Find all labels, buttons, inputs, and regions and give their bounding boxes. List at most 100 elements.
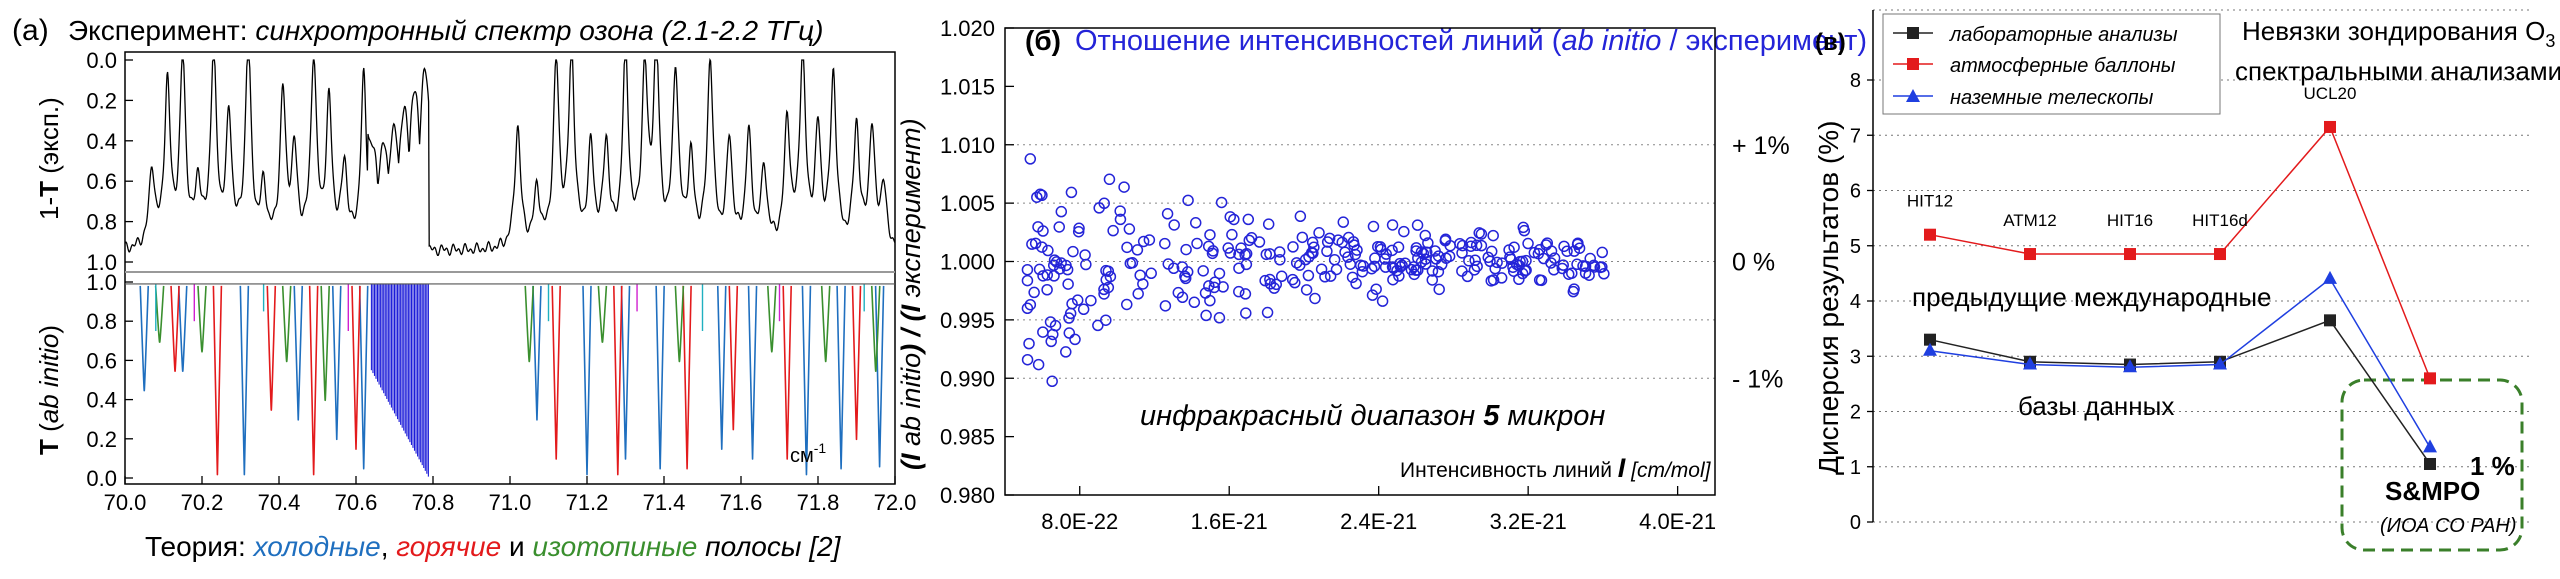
- scatter-point: [1330, 263, 1343, 276]
- theory-line: [197, 285, 207, 353]
- xtick-label: 2.4E-21: [1340, 509, 1417, 534]
- theory-line: [281, 285, 292, 363]
- ytick-label: 0.990: [940, 366, 995, 391]
- scatter-point: [1399, 257, 1411, 269]
- scatter-point: [1533, 274, 1546, 286]
- theory-line: [597, 285, 608, 343]
- theory-line: [358, 285, 369, 470]
- panel-c-title-line1: Невязки зондирования O3: [2242, 16, 2555, 51]
- ytick-label: 0: [1850, 512, 1861, 534]
- scatter-point: [1319, 271, 1331, 283]
- scatter-point: [1024, 153, 1037, 165]
- panel-c-legend: лабораторные анализы атмосферные баллоны…: [1882, 13, 2221, 115]
- scatter-point: [1126, 257, 1139, 269]
- xtick-label: 72.0: [874, 490, 917, 515]
- scatter-point: [1037, 270, 1049, 282]
- point-label: HIT12: [1907, 192, 1953, 211]
- legend-triangle-marker-icon: [1906, 89, 1920, 102]
- scatter-point: [1456, 239, 1469, 252]
- ytick-label: 1.010: [940, 133, 995, 158]
- scatter-point: [1021, 353, 1034, 366]
- legend-item-telescope: наземные телескопы: [1893, 87, 2154, 109]
- scatter-point: [1432, 265, 1445, 278]
- ytick-label: 0.980: [940, 483, 995, 508]
- scatter-point: [1073, 222, 1085, 235]
- scatter-point: [1072, 225, 1085, 238]
- scatter-point: [1433, 283, 1445, 296]
- scatter-point: [1046, 375, 1058, 388]
- scatter-point: [1213, 312, 1226, 324]
- scatter-point: [1239, 288, 1252, 300]
- theory-line: [620, 285, 631, 460]
- scatter-point: [1024, 298, 1037, 311]
- xtick-label: 71.8: [797, 490, 840, 515]
- scatter-point: [1264, 248, 1276, 260]
- scatter-point: [1337, 216, 1350, 228]
- scatter-point: [1482, 251, 1494, 264]
- point-label: UCL20: [2304, 84, 2357, 103]
- scatter-point: [1293, 259, 1306, 271]
- scatter-point: [1548, 264, 1560, 276]
- ytick-label: 4: [1850, 291, 1861, 313]
- scatter-point: [1328, 253, 1341, 266]
- scatter-point: [1200, 309, 1212, 322]
- scatter-point: [1107, 224, 1119, 237]
- scatter-point: [1387, 273, 1399, 286]
- scatter-point: [1023, 337, 1035, 350]
- scatter-point: [1042, 244, 1054, 257]
- xtick-label: 4.0E-21: [1639, 509, 1716, 534]
- ytick-label: 7: [1850, 125, 1861, 147]
- scatter-point: [1071, 294, 1084, 306]
- scatter-point: [1041, 284, 1053, 296]
- scatter-point: [1386, 219, 1399, 231]
- scatter-point: [1541, 237, 1554, 249]
- scatter-point: [1045, 335, 1057, 348]
- scatter-point: [1031, 191, 1043, 203]
- point-label: ATM12: [2003, 211, 2057, 230]
- upper-ytick-label: 1.0: [86, 250, 117, 275]
- panel-b-annotation: инфракрасный диапазон 5 микрон: [1140, 400, 1605, 432]
- scatter-point: [1294, 210, 1307, 223]
- scatter-point: [1114, 213, 1127, 226]
- lower-ytick-label: 0.2: [86, 427, 117, 452]
- theory-line: [239, 285, 250, 476]
- scatter-point: [1161, 208, 1174, 220]
- panel-a-frame: [124, 51, 896, 485]
- scatter-point: [1062, 278, 1074, 290]
- scatter-point: [1123, 223, 1136, 235]
- ytick-label: 1.020: [940, 16, 995, 41]
- scatter-point: [1287, 241, 1299, 253]
- scatter-point: [1514, 255, 1526, 268]
- scatter-point: [1233, 248, 1245, 261]
- ytick-label: 1: [1850, 457, 1861, 479]
- scatter-point: [1055, 257, 1067, 269]
- series-marker: [2323, 270, 2337, 284]
- scatter-point: [1566, 267, 1578, 279]
- scatter-point: [1233, 285, 1245, 298]
- series-marker: [2124, 248, 2136, 261]
- scatter-point: [1137, 235, 1150, 248]
- scatter-point: [1085, 294, 1097, 307]
- series-marker: [2024, 248, 2036, 261]
- lower-ytick-label: 0.0: [86, 466, 117, 491]
- theory-line: [728, 285, 739, 431]
- theory-line: [682, 285, 692, 470]
- ytick-label: 5: [1850, 236, 1861, 258]
- scatter-point: [1143, 234, 1156, 246]
- xtick-label: 71.4: [643, 490, 686, 515]
- panel-c-note-line1: предыдущие международные: [1912, 282, 2272, 312]
- theory-line: [524, 285, 535, 363]
- scatter-point: [1495, 272, 1508, 284]
- scatter-point: [1426, 274, 1439, 286]
- upper-ytick-label: 0.0: [86, 48, 117, 73]
- scatter-point: [1021, 263, 1034, 276]
- scatter-point: [1470, 239, 1483, 252]
- scatter-point: [1121, 298, 1133, 311]
- theory-line: [820, 285, 831, 363]
- panel-a-unit: см-1: [790, 440, 826, 467]
- theory-line: [154, 285, 165, 343]
- scatter-point: [1261, 306, 1274, 319]
- xtick-label: 71.2: [566, 490, 609, 515]
- scatter-point: [1103, 173, 1116, 186]
